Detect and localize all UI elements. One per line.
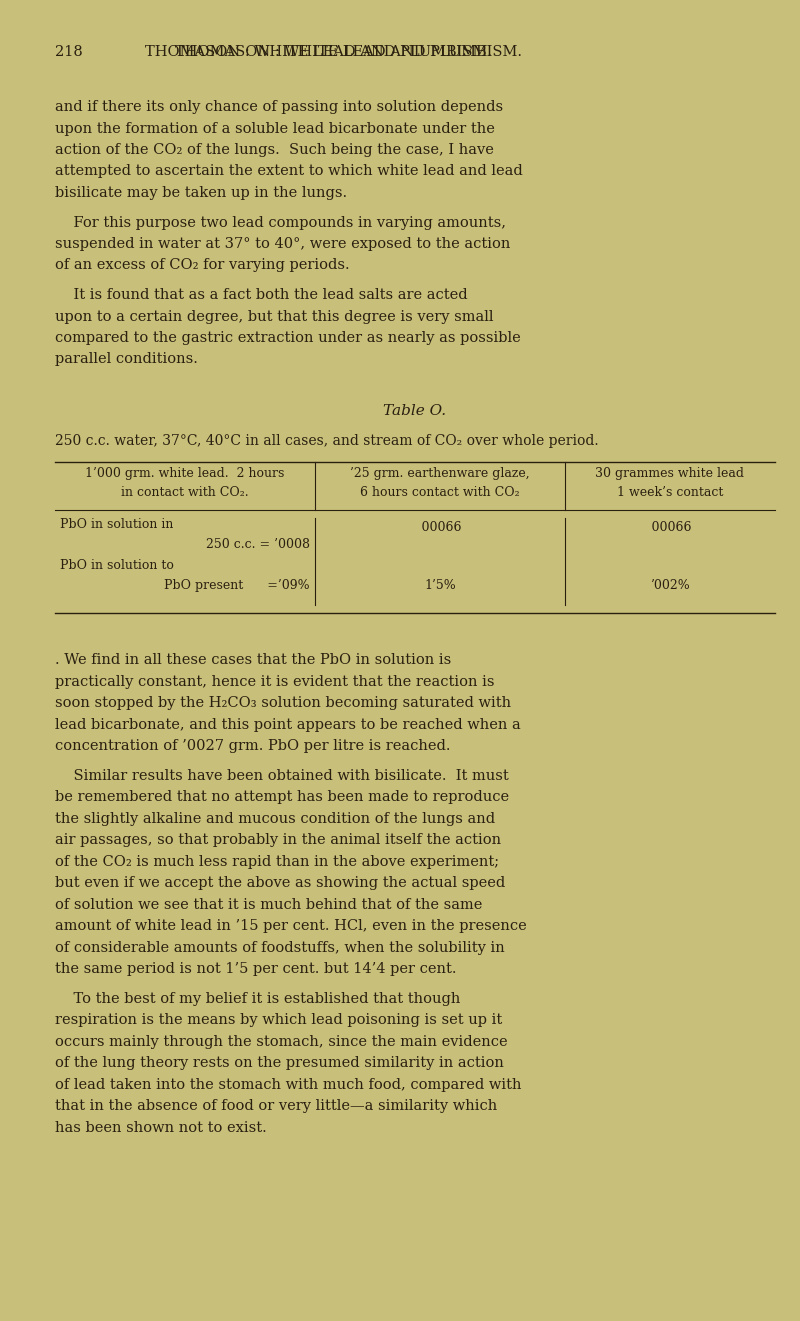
Text: upon the formation of a soluble lead bicarbonate under the: upon the formation of a soluble lead bic… — [55, 122, 495, 136]
Text: of considerable amounts of foodstuffs, when the solubility in: of considerable amounts of foodstuffs, w… — [55, 941, 505, 955]
Text: upon to a certain degree, but that this degree is very small: upon to a certain degree, but that this … — [55, 309, 494, 324]
Text: lead bicarbonate, and this point appears to be reached when a: lead bicarbonate, and this point appears… — [55, 717, 521, 732]
Text: suspended in water at 37° to 40°, were exposed to the action: suspended in water at 37° to 40°, were e… — [55, 236, 510, 251]
Text: Similar results have been obtained with bisilicate.  It must: Similar results have been obtained with … — [55, 769, 509, 782]
Text: air passages, so that probably in the animal itself the action: air passages, so that probably in the an… — [55, 834, 501, 847]
Text: but even if we accept the above as showing the actual speed: but even if we accept the above as showi… — [55, 876, 506, 890]
Text: ’002%: ’002% — [650, 580, 690, 592]
Text: THOMASON : WHITE LEAD AND PLUMBISM.: THOMASON : WHITE LEAD AND PLUMBISM. — [145, 45, 492, 59]
Text: parallel conditions.: parallel conditions. — [55, 353, 198, 366]
Text: ’25 grm. earthenware glaze,: ’25 grm. earthenware glaze, — [350, 468, 530, 480]
Text: 218: 218 — [55, 45, 82, 59]
Text: It is found that as a fact both the lead salts are acted: It is found that as a fact both the lead… — [55, 288, 468, 303]
Text: the slightly alkaline and mucous condition of the lungs and: the slightly alkaline and mucous conditi… — [55, 811, 495, 826]
Text: occurs mainly through the stomach, since the main evidence: occurs mainly through the stomach, since… — [55, 1034, 508, 1049]
Text: in contact with CO₂.: in contact with CO₂. — [121, 486, 249, 499]
Text: 6 hours contact with CO₂: 6 hours contact with CO₂ — [360, 486, 520, 499]
Text: concentration of ’0027 grm. PbO per litre is reached.: concentration of ’0027 grm. PbO per litr… — [55, 738, 450, 753]
Text: that in the absence of food or very little—a similarity which: that in the absence of food or very litt… — [55, 1099, 498, 1114]
Text: compared to the gastric extraction under as nearly as possible: compared to the gastric extraction under… — [55, 332, 521, 345]
Text: the same period is not 1’5 per cent. but 14’4 per cent.: the same period is not 1’5 per cent. but… — [55, 962, 457, 976]
Text: be remembered that no attempt has been made to reproduce: be remembered that no attempt has been m… — [55, 790, 509, 804]
Text: soon stopped by the H₂CO₃ solution becoming saturated with: soon stopped by the H₂CO₃ solution becom… — [55, 696, 511, 711]
Text: 250 c.c. = ’0008: 250 c.c. = ’0008 — [206, 539, 310, 551]
Text: of the lung theory rests on the presumed similarity in action: of the lung theory rests on the presumed… — [55, 1055, 504, 1070]
Text: THOMASON : WHITE LEAD AND PLUMBISM.: THOMASON : WHITE LEAD AND PLUMBISM. — [175, 45, 522, 59]
Text: Table O.: Table O. — [383, 404, 446, 417]
Text: 250 c.c. water, 37°C, 40°C in all cases, and stream of CO₂ over whole period.: 250 c.c. water, 37°C, 40°C in all cases,… — [55, 435, 598, 448]
Text: practically constant, hence it is evident that the reaction is: practically constant, hence it is eviden… — [55, 675, 494, 688]
Text: To the best of my belief it is established that though: To the best of my belief it is establish… — [55, 992, 460, 1005]
Text: PbO in solution to: PbO in solution to — [60, 559, 174, 572]
Text: PbO present      =’09%: PbO present =’09% — [164, 580, 310, 592]
Text: amount of white lead in ’15 per cent. HCl, even in the presence: amount of white lead in ’15 per cent. HC… — [55, 919, 526, 933]
Text: bisilicate may be taken up in the lungs.: bisilicate may be taken up in the lungs. — [55, 186, 347, 199]
Text: respiration is the means by which lead poisoning is set up it: respiration is the means by which lead p… — [55, 1013, 502, 1026]
Text: of solution we see that it is much behind that of the same: of solution we see that it is much behin… — [55, 897, 482, 911]
Text: PbO in solution in: PbO in solution in — [60, 518, 174, 531]
Text: of an excess of CO₂ for varying periods.: of an excess of CO₂ for varying periods. — [55, 259, 350, 272]
Text: action of the CO₂ of the lungs.  Such being the case, I have: action of the CO₂ of the lungs. Such bei… — [55, 143, 494, 157]
Text: . We find in all these cases that the PbO in solution is: . We find in all these cases that the Pb… — [55, 653, 451, 667]
Text: attempted to ascertain the extent to which white lead and lead: attempted to ascertain the extent to whi… — [55, 165, 522, 178]
Text: of lead taken into the stomach with much food, compared with: of lead taken into the stomach with much… — [55, 1078, 522, 1091]
Text: and if there its only chance of passing into solution depends: and if there its only chance of passing … — [55, 100, 503, 114]
Text: For this purpose two lead compounds in varying amounts,: For this purpose two lead compounds in v… — [55, 215, 506, 230]
Text: 00066: 00066 — [418, 520, 462, 534]
Text: of the CO₂ is much less rapid than in the above experiment;: of the CO₂ is much less rapid than in th… — [55, 855, 499, 869]
Text: has been shown not to exist.: has been shown not to exist. — [55, 1120, 266, 1135]
Text: 1’000 grm. white lead.  2 hours: 1’000 grm. white lead. 2 hours — [86, 468, 285, 480]
Text: 00066: 00066 — [649, 520, 691, 534]
Text: 1’5%: 1’5% — [424, 580, 456, 592]
Text: 30 grammes white lead: 30 grammes white lead — [595, 468, 745, 480]
Text: 1 week’s contact: 1 week’s contact — [617, 486, 723, 499]
